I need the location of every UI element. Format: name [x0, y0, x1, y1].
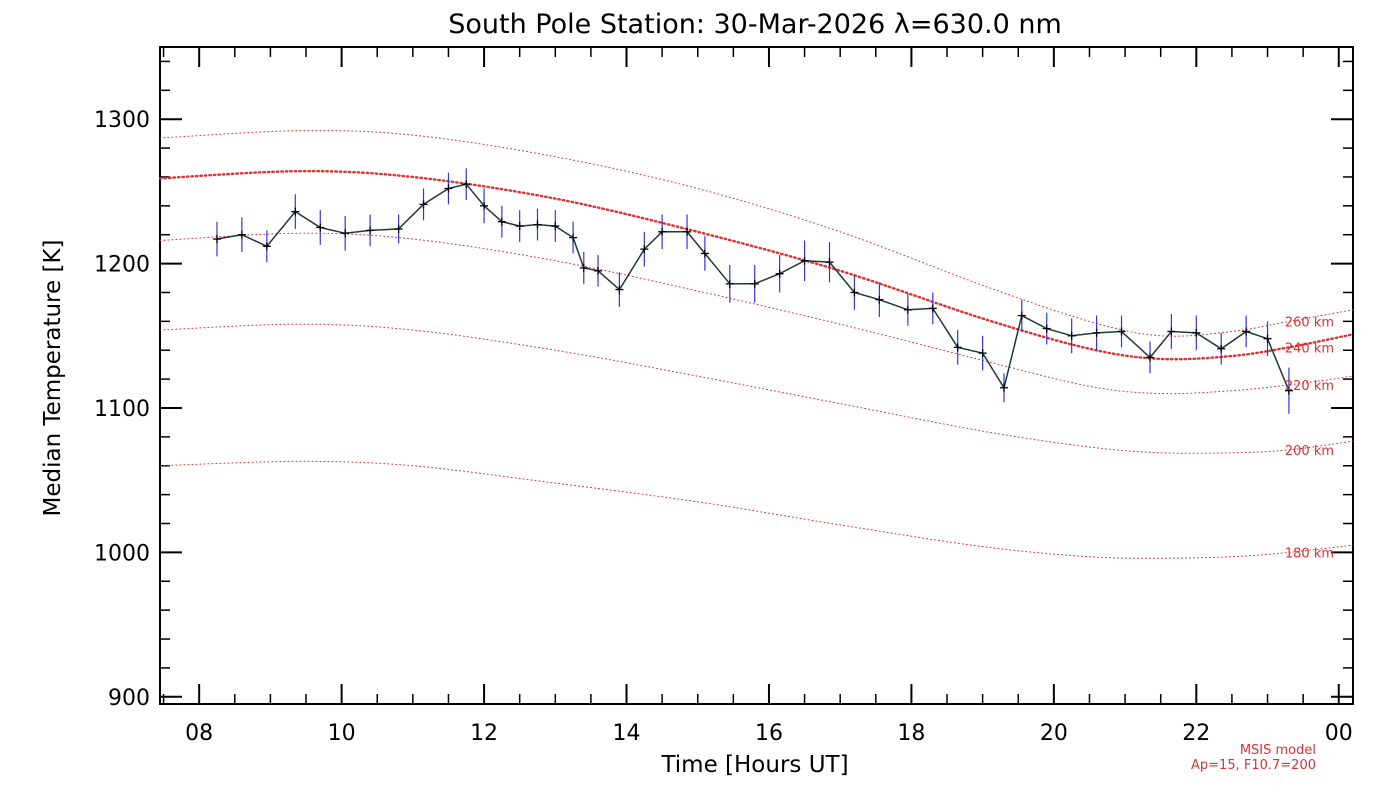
data-point: [444, 184, 453, 193]
data-point: [212, 235, 221, 244]
x-tick-label: 12: [470, 721, 498, 746]
data-point: [903, 305, 912, 314]
x-tick-label: 10: [328, 721, 356, 746]
data-point: [341, 229, 350, 238]
x-axis-label: Time [Hours UT]: [660, 752, 848, 778]
data-point: [1284, 386, 1293, 395]
y-axis: 900 1000 1100 1200 1300: [94, 60, 1353, 711]
y-axis-label: Median Temperature [K]: [40, 240, 66, 517]
data-point: [1146, 353, 1155, 362]
data-point: [1017, 311, 1026, 320]
data-point: [1092, 328, 1101, 337]
data-point: [683, 227, 692, 236]
data-point: [750, 279, 759, 288]
x-tick-label: 18: [897, 721, 925, 746]
x-axis: 08 10 12 14 16 18 20 22 00: [162, 47, 1353, 746]
data-point: [262, 242, 271, 251]
msis-params-note: Ap=15, F10.7=200: [1191, 758, 1316, 773]
data-point: [515, 222, 524, 231]
data-point: [533, 220, 542, 229]
data-point: [1263, 334, 1272, 343]
data-point: [700, 249, 709, 258]
data-point: [462, 180, 471, 189]
data-point: [480, 201, 489, 210]
x-tick-label: 14: [613, 721, 641, 746]
msis-model-note: MSIS model: [1240, 743, 1316, 758]
x-tick-label: 22: [1182, 721, 1210, 746]
data-point: [1000, 383, 1009, 392]
model-curve: [159, 130, 1354, 337]
data-point: [725, 279, 734, 288]
data-point: [1167, 327, 1176, 336]
model-curve: [159, 323, 1354, 454]
data-point: [316, 223, 325, 232]
model-curve: [159, 460, 1354, 559]
data-point: [497, 217, 506, 226]
plot-frame: [159, 46, 1354, 705]
data-point: [1242, 327, 1251, 336]
y-tick-label: 1100: [94, 397, 150, 422]
model-curve-label: 200 km: [1285, 444, 1334, 459]
data-point: [1067, 331, 1076, 340]
chart-title: South Pole Station: 30-Mar-2026 λ=630.0 …: [448, 9, 1062, 40]
data-point: [658, 227, 667, 236]
error-bars: [216, 168, 1290, 414]
model-curve-labels: 180 km 200 km 220 km 240 km 260 km: [1285, 315, 1334, 561]
data-point: [594, 266, 603, 275]
data-point: [1042, 324, 1051, 333]
model-curve: [159, 232, 1354, 395]
msis-model-curves: [158, 130, 1355, 559]
data-point: [366, 226, 375, 235]
data-point: [825, 258, 834, 267]
model-curve-label: 240 km: [1285, 341, 1334, 356]
data-point: [394, 224, 403, 233]
data-point: [850, 288, 859, 297]
y-tick-label: 900: [108, 686, 150, 711]
model-curve-label: 220 km: [1285, 379, 1334, 394]
data-point: [237, 230, 246, 239]
data-point: [875, 295, 884, 304]
data-point: [928, 304, 937, 313]
data-point: [775, 269, 784, 278]
measurement-points: [212, 180, 1293, 395]
data-point: [419, 200, 428, 209]
data-point: [579, 263, 588, 272]
model-curve-label: 260 km: [1285, 315, 1334, 330]
x-tick-label: 00: [1325, 721, 1353, 746]
x-tick-label: 20: [1040, 721, 1068, 746]
measurement-line: [216, 183, 1290, 391]
model-curve-label: 180 km: [1285, 546, 1334, 561]
data-point: [551, 222, 560, 231]
y-tick-label: 1000: [94, 541, 150, 566]
model-curve: [158, 169, 1355, 361]
x-tick-label: 16: [755, 721, 783, 746]
data-point: [953, 343, 962, 352]
data-point: [640, 245, 649, 254]
data-point: [1192, 328, 1201, 337]
data-point: [978, 349, 987, 358]
data-point: [615, 285, 624, 294]
data-point: [1217, 344, 1226, 353]
data-point: [569, 233, 578, 242]
data-point: [291, 207, 300, 216]
x-tick-label: 08: [185, 721, 213, 746]
y-tick-label: 1300: [94, 108, 150, 133]
data-point: [1117, 327, 1126, 336]
data-point: [800, 256, 809, 265]
y-tick-label: 1200: [94, 253, 150, 278]
